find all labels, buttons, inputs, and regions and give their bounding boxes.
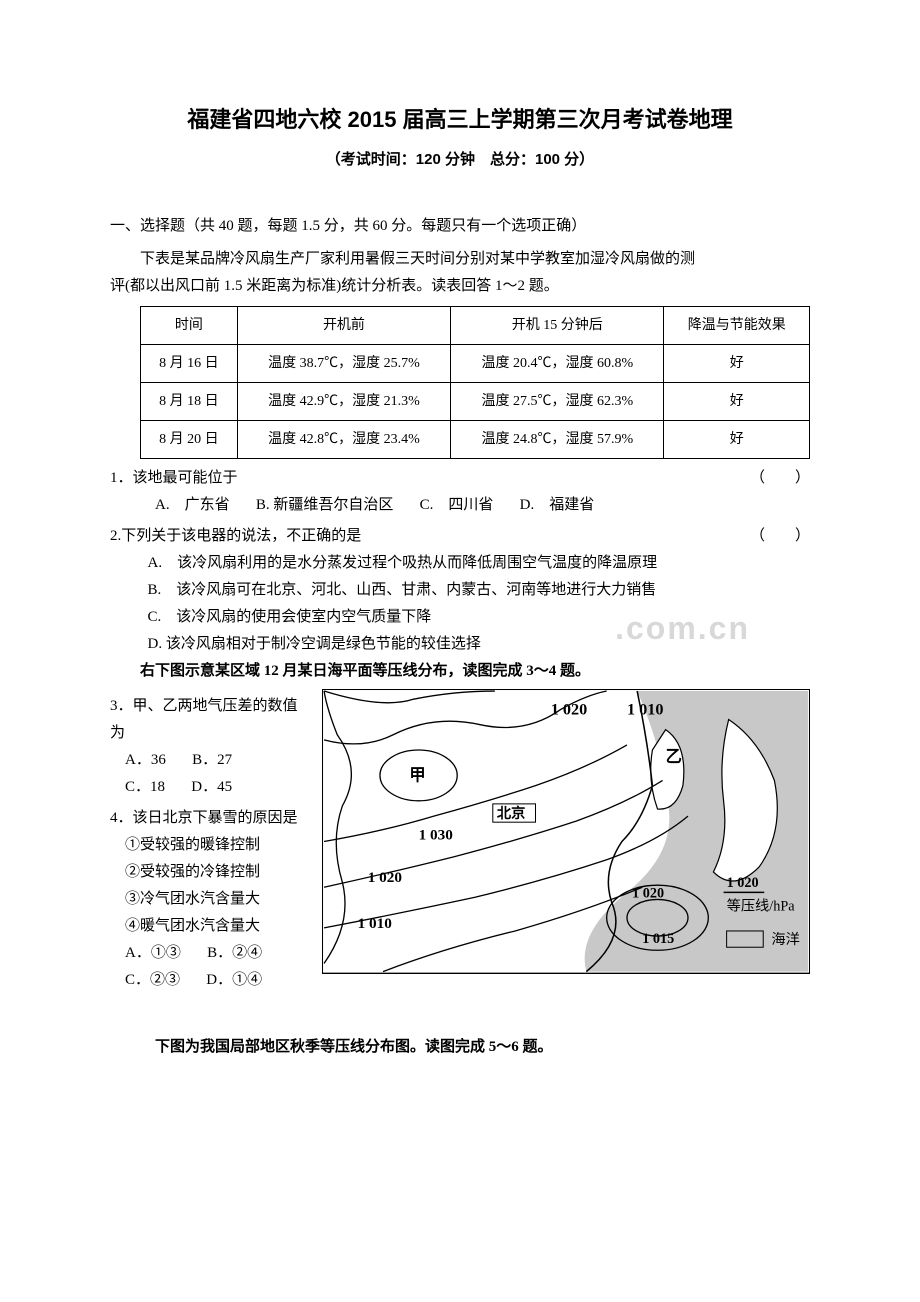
- question-1: 1．该地最可能位于 （ ） A. 广东省 B. 新疆维吾尔自治区 C. 四川省 …: [110, 465, 810, 519]
- question-3: 3．甲、乙两地气压差的数值为 A．36 B．27 C．18 D．45: [110, 693, 310, 801]
- legend-ocean: 海洋: [771, 932, 799, 949]
- cell: 好: [664, 421, 810, 459]
- map-label-beijing: 北京: [497, 804, 525, 822]
- doc-subtitle: （考试时间：120 分钟 总分：100 分）: [110, 146, 810, 173]
- section1-heading: 一、选择题（共 40 题，每题 1.5 分，共 60 分。每题只有一个选项正确）: [110, 213, 810, 240]
- q1-paren: （ ）: [750, 465, 810, 492]
- cell: 温度 38.7℃，湿度 25.7%: [237, 344, 450, 382]
- legend-isobar-val: 1 020: [727, 876, 759, 892]
- q1-optA: A. 广东省: [155, 497, 230, 513]
- q4-optD: D．①④: [206, 972, 262, 988]
- isobar-map: 1 020 1 010 甲 乙 北京 1 030 1 020 1 010 1 0…: [322, 689, 810, 974]
- q3-stem: 3．甲、乙两地气压差的数值为: [110, 693, 310, 747]
- q4-optB: B．②④: [207, 945, 262, 961]
- table-row: 8 月 18 日 温度 42.9℃，湿度 21.3% 温度 27.5℃，湿度 6…: [141, 382, 810, 420]
- data-table: 时间 开机前 开机 15 分钟后 降温与节能效果 8 月 16 日 温度 38.…: [140, 306, 810, 460]
- q2-optA: A. 该冷风扇利用的是水分蒸发过程个吸热从而降低周围空气温度的降温原理: [148, 550, 811, 577]
- map-label-1020b: 1 020: [368, 870, 403, 887]
- map-label-1010b: 1 010: [358, 915, 393, 932]
- q2-paren: （ ）: [750, 523, 810, 550]
- q3-optC: C．18: [125, 779, 165, 795]
- cell: 温度 42.8℃，湿度 23.4%: [237, 421, 450, 459]
- q4-optC: C．②③: [125, 972, 180, 988]
- q1-optB: B. 新疆维吾尔自治区: [256, 497, 394, 513]
- q2-stem: 2.下列关于该电器的说法，不正确的是: [110, 523, 361, 550]
- cell: 8 月 20 日: [141, 421, 238, 459]
- table-row: 8 月 16 日 温度 38.7℃，湿度 25.7% 温度 20.4℃，湿度 6…: [141, 344, 810, 382]
- q4-opt1: ①受较强的暖锋控制: [110, 832, 310, 859]
- q1-options: A. 广东省 B. 新疆维吾尔自治区 C. 四川省 D. 福建省: [110, 492, 810, 519]
- map-label-1010: 1 010: [627, 701, 664, 719]
- q4-stem: 4．该日北京下暴雪的原因是: [110, 805, 310, 832]
- question-2: 2.下列关于该电器的说法，不正确的是 （ ） A. 该冷风扇利用的是水分蒸发过程…: [110, 523, 810, 658]
- q1-optC: C. 四川省: [420, 497, 494, 513]
- q3-optA: A．36: [125, 752, 166, 768]
- q3-optB: B．27: [192, 752, 232, 768]
- map-label-1030: 1 030: [419, 827, 454, 844]
- map-label-jia: 甲: [409, 767, 425, 785]
- q34-layout: 3．甲、乙两地气压差的数值为 A．36 B．27 C．18 D．45 4．该日北…: [110, 689, 810, 994]
- th-before: 开机前: [237, 306, 450, 344]
- map-label-yi: 乙: [666, 749, 682, 767]
- q2-optD: D. 该冷风扇相对于制冷空调是绿色节能的较佳选择: [148, 631, 811, 658]
- q4-opt4: ④暖气团水汽含量大: [110, 913, 310, 940]
- context3: 下图为我国局部地区秋季等压线分布图。读图完成 5～6 题。: [110, 1034, 810, 1061]
- question-4: 4．该日北京下暴雪的原因是 ①受较强的暖锋控制 ②受较强的冷锋控制 ③冷气团水汽…: [110, 805, 310, 994]
- q1-stem: 1．该地最可能位于: [110, 465, 238, 492]
- legend-isobar: 等压线/hPa: [727, 897, 796, 915]
- context1-line1: 下表是某品牌冷风扇生产厂家利用暑假三天时间分别对某中学教室加湿冷风扇做的测: [110, 246, 810, 273]
- q4-opt3: ③冷气团水汽含量大: [110, 886, 310, 913]
- context2: 右下图示意某区域 12 月某日海平面等压线分布，读图完成 3～4 题。: [110, 658, 810, 685]
- doc-title: 福建省四地六校 2015 届高三上学期第三次月考试卷地理: [110, 100, 810, 140]
- cell: 8 月 18 日: [141, 382, 238, 420]
- map-label-1020: 1 020: [551, 701, 588, 719]
- q3-optD: D．45: [191, 779, 232, 795]
- q2-options: A. 该冷风扇利用的是水分蒸发过程个吸热从而降低周围空气温度的降温原理 B. 该…: [110, 550, 810, 658]
- cell: 好: [664, 344, 810, 382]
- cell: 温度 42.9℃，湿度 21.3%: [237, 382, 450, 420]
- q4-opt2: ②受较强的冷锋控制: [110, 859, 310, 886]
- th-time: 时间: [141, 306, 238, 344]
- table-header-row: 时间 开机前 开机 15 分钟后 降温与节能效果: [141, 306, 810, 344]
- context1: 下表是某品牌冷风扇生产厂家利用暑假三天时间分别对某中学教室加湿冷风扇做的测 评(…: [110, 246, 810, 300]
- q1-optD: D. 福建省: [520, 497, 595, 513]
- cell: 8 月 16 日: [141, 344, 238, 382]
- cell: 温度 27.5℃，湿度 62.3%: [451, 382, 664, 420]
- map-svg: 1 020 1 010 甲 乙 北京 1 030 1 020 1 010 1 0…: [322, 689, 810, 974]
- th-effect: 降温与节能效果: [664, 306, 810, 344]
- q2-optC: C. 该冷风扇的使用会使室内空气质量下降: [148, 609, 432, 625]
- table-row: 8 月 20 日 温度 42.8℃，湿度 23.4% 温度 24.8℃，湿度 5…: [141, 421, 810, 459]
- cell: 温度 20.4℃，湿度 60.8%: [451, 344, 664, 382]
- map-label-1015: 1 015: [642, 932, 674, 948]
- context1-line2: 评(都以出风口前 1.5 米距离为标准)统计分析表。读表回答 1～2 题。: [110, 273, 810, 300]
- th-after: 开机 15 分钟后: [451, 306, 664, 344]
- cell: 好: [664, 382, 810, 420]
- q4-optA: A．①③: [125, 945, 181, 961]
- map-label-1020c: 1 020: [632, 886, 664, 902]
- q2-optB: B. 该冷风扇可在北京、河北、山西、甘肃、内蒙古、河南等地进行大力销售: [148, 577, 811, 604]
- cell: 温度 24.8℃，湿度 57.9%: [451, 421, 664, 459]
